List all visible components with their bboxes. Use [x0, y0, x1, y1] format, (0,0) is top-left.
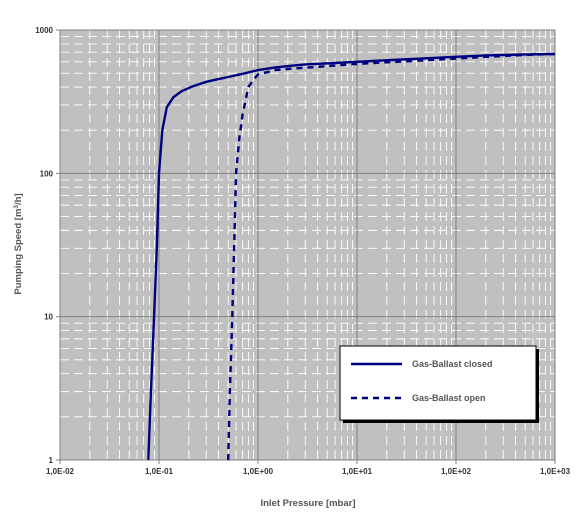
legend-label-closed: Gas-Ballast closed — [412, 359, 493, 369]
x-tick-label: 1,0E+01 — [342, 467, 373, 476]
legend-box — [339, 345, 537, 421]
legend: Gas-Ballast closed Gas-Ballast open — [339, 345, 539, 423]
y-tick-labels: 1 10 100 1000 — [35, 26, 53, 465]
y-tick-label: 10 — [44, 313, 53, 322]
y-axis-title-end: /h] — [13, 193, 24, 205]
x-tick-label: 1,0E+00 — [243, 467, 274, 476]
x-tick-labels: 1,0E-02 1,0E-01 1,0E+00 1,0E+01 1,0E+02 1,0E+… — [46, 467, 571, 476]
x-tick-label: 1,0E+03 — [540, 467, 571, 476]
x-axis-title: Inlet Pressure [mbar] — [260, 498, 355, 509]
y-tick-label: 1 — [49, 456, 54, 465]
series-layer — [147, 52, 556, 461]
y-tick-label: 1000 — [35, 26, 53, 35]
y-axis-title-superscript: 3 — [13, 205, 20, 209]
y-tick-label: 100 — [40, 169, 54, 178]
y-axis-title-main: Pumping Speed [m — [13, 209, 24, 295]
x-tick-label: 1,0E-01 — [145, 467, 174, 476]
legend-label-open: Gas-Ballast open — [412, 393, 486, 403]
plot-border — [59, 29, 556, 461]
series-line-gas-ballast-closed — [147, 52, 556, 461]
x-tick-label: 1,0E-02 — [46, 467, 75, 476]
y-axis-title: Pumping Speed [m3/h] — [13, 193, 25, 294]
axis-ticks — [56, 29, 556, 464]
series-line-gas-ballast-open — [227, 52, 556, 461]
x-tick-label: 1,0E+02 — [441, 467, 472, 476]
